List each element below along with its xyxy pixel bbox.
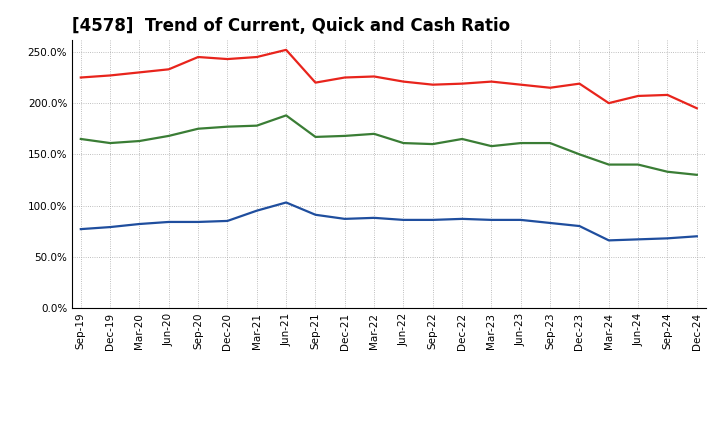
Quick Ratio [370,131,379,136]
Quick Ratio [106,140,114,146]
Cash Ratio [341,216,349,221]
Quick Ratio [164,133,173,139]
Current Ratio [399,79,408,84]
Quick Ratio [76,136,85,142]
Line: Quick Ratio: Quick Ratio [81,115,697,175]
Quick Ratio [458,136,467,142]
Quick Ratio [311,134,320,139]
Cash Ratio [253,208,261,213]
Line: Current Ratio: Current Ratio [81,50,697,108]
Cash Ratio [282,200,290,205]
Text: [4578]  Trend of Current, Quick and Cash Ratio: [4578] Trend of Current, Quick and Cash … [72,17,510,35]
Quick Ratio [693,172,701,177]
Line: Cash Ratio: Cash Ratio [81,202,697,240]
Quick Ratio [634,162,642,167]
Quick Ratio [605,162,613,167]
Current Ratio [282,47,290,52]
Current Ratio [253,55,261,60]
Current Ratio [164,67,173,72]
Current Ratio [516,82,525,87]
Quick Ratio [487,143,496,149]
Quick Ratio [135,138,144,143]
Current Ratio [370,74,379,79]
Cash Ratio [487,217,496,223]
Cash Ratio [546,220,554,226]
Current Ratio [341,75,349,80]
Cash Ratio [634,237,642,242]
Cash Ratio [516,217,525,223]
Cash Ratio [223,218,232,224]
Quick Ratio [516,140,525,146]
Current Ratio [487,79,496,84]
Quick Ratio [282,113,290,118]
Cash Ratio [164,219,173,224]
Cash Ratio [428,217,437,223]
Quick Ratio [223,124,232,129]
Quick Ratio [575,152,584,157]
Cash Ratio [605,238,613,243]
Current Ratio [428,82,437,87]
Cash Ratio [458,216,467,221]
Quick Ratio [341,133,349,139]
Quick Ratio [253,123,261,128]
Current Ratio [575,81,584,86]
Current Ratio [605,100,613,106]
Current Ratio [546,85,554,90]
Quick Ratio [399,140,408,146]
Quick Ratio [194,126,202,132]
Current Ratio [693,106,701,111]
Current Ratio [76,75,85,80]
Current Ratio [106,73,114,78]
Current Ratio [223,56,232,62]
Quick Ratio [663,169,672,174]
Current Ratio [663,92,672,98]
Cash Ratio [311,212,320,217]
Cash Ratio [194,219,202,224]
Current Ratio [311,80,320,85]
Current Ratio [135,70,144,75]
Cash Ratio [106,224,114,230]
Current Ratio [458,81,467,86]
Quick Ratio [546,140,554,146]
Cash Ratio [575,224,584,229]
Cash Ratio [76,227,85,232]
Quick Ratio [428,141,437,147]
Cash Ratio [135,221,144,227]
Cash Ratio [370,215,379,220]
Current Ratio [194,55,202,60]
Current Ratio [634,93,642,99]
Cash Ratio [399,217,408,223]
Cash Ratio [693,234,701,239]
Cash Ratio [663,236,672,241]
